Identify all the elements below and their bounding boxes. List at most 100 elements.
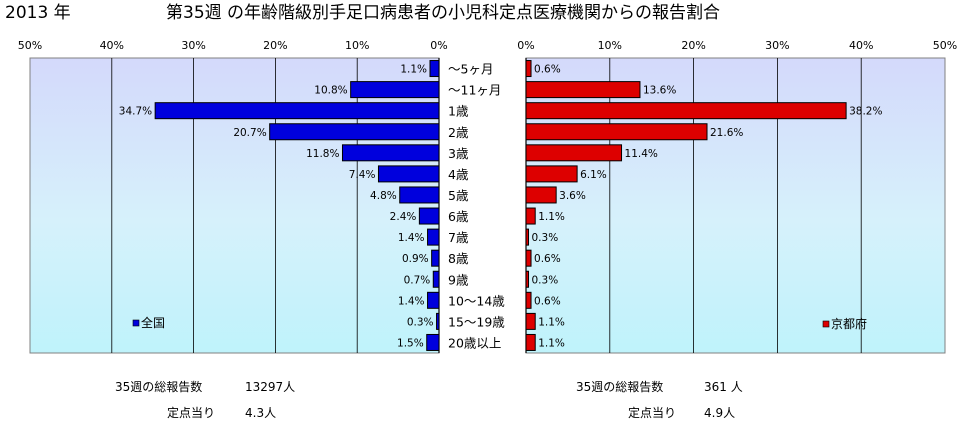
- data-label-zenkoku: 1.1%: [400, 64, 427, 76]
- data-label-kyoto: 1.1%: [538, 337, 565, 349]
- bar-layer: [154, 60, 847, 351]
- label-layer: 1.1% 10.8% 34.7% 20.7% 11.8% 7.4% 4.8% 2.4% 1.4%…: [119, 64, 883, 350]
- tick-label-left: 10%: [345, 39, 369, 52]
- bar-kyoto-5: [525, 165, 578, 183]
- bar-zenkoku-11: [427, 291, 440, 309]
- data-label-zenkoku: 4.8%: [370, 190, 397, 202]
- bar-zenkoku-6: [399, 186, 440, 204]
- bar-zenkoku-2: [154, 102, 440, 120]
- data-label-kyoto: 6.1%: [580, 169, 607, 181]
- data-label-kyoto: 21.6%: [710, 127, 743, 139]
- data-label-kyoto: 11.4%: [625, 148, 658, 160]
- tick-layer: 50% 0% 40% 10% 30% 20% 20% 30% 10% 40% 0% 50%: [18, 39, 957, 52]
- tick-label-right: 40%: [849, 39, 873, 52]
- tick-label-left: 50%: [18, 39, 42, 52]
- bar-zenkoku-3: [269, 123, 440, 141]
- data-label-kyoto: 3.6%: [559, 190, 586, 202]
- data-label-kyoto: 13.6%: [643, 85, 676, 97]
- category-label: ～11ヶ月: [448, 83, 501, 98]
- title-year: 2013 年: [5, 3, 71, 23]
- data-label-zenkoku: 1.5%: [397, 337, 424, 349]
- data-label-kyoto: 0.6%: [534, 253, 561, 265]
- data-label-kyoto: 1.1%: [538, 211, 565, 223]
- footer-left-per-label: 定点当り: [167, 406, 216, 420]
- category-label: 3歳: [448, 146, 469, 161]
- category-label: 20歳以上: [448, 335, 501, 350]
- bar-kyoto-2: [525, 102, 847, 120]
- footer-left-total-value: 13297人: [245, 380, 296, 394]
- category-label: 9歳: [448, 272, 469, 287]
- legend-layer: 全国 京都府: [132, 315, 867, 331]
- data-label-zenkoku: 0.9%: [402, 253, 429, 265]
- bar-zenkoku-12: [436, 312, 440, 330]
- legend-swatch-kyoto: [822, 320, 830, 328]
- data-label-zenkoku: 34.7%: [119, 106, 152, 118]
- tick-label-right: 10%: [598, 39, 622, 52]
- data-label-zenkoku: 11.8%: [306, 148, 339, 160]
- data-label-zenkoku: 2.4%: [390, 211, 417, 223]
- data-label-kyoto: 1.1%: [538, 316, 565, 328]
- bar-zenkoku-4: [341, 144, 440, 162]
- legend-label-kyoto: 京都府: [831, 316, 867, 331]
- data-label-kyoto: 0.3%: [532, 274, 559, 286]
- footer-right-per-label: 定点当り: [628, 406, 677, 420]
- category-label: 15～19歳: [448, 314, 505, 329]
- tick-label-right: 20%: [681, 39, 705, 52]
- bar-kyoto-3: [525, 123, 708, 141]
- footer-left-total-label: 35週の総報告数: [115, 380, 203, 394]
- bar-kyoto-12: [525, 312, 536, 330]
- bar-zenkoku-10: [432, 270, 440, 288]
- category-label: 1歳: [448, 104, 469, 119]
- footer-right-total-label: 35週の総報告数: [576, 380, 664, 394]
- bar-kyoto-7: [525, 207, 536, 225]
- legend-swatch-zenkoku: [132, 319, 140, 327]
- footer-left-per-value: 4.3人: [245, 406, 277, 420]
- bar-kyoto-0: [525, 60, 532, 78]
- bar-kyoto-9: [525, 249, 532, 267]
- bar-kyoto-11: [525, 291, 532, 309]
- category-label: 4歳: [448, 167, 469, 182]
- bar-zenkoku-7: [418, 207, 440, 225]
- category-label: 2歳: [448, 125, 469, 140]
- bar-kyoto-4: [525, 144, 623, 162]
- tick-label-left: 30%: [181, 39, 205, 52]
- category-label: ～5ヶ月: [448, 62, 493, 77]
- data-label-zenkoku: 0.3%: [407, 316, 434, 328]
- bar-kyoto-8: [525, 228, 530, 246]
- tick-label-left: 40%: [100, 39, 124, 52]
- tick-label-right: 30%: [765, 39, 789, 52]
- bar-kyoto-1: [525, 81, 641, 99]
- data-label-zenkoku: 1.4%: [398, 232, 425, 244]
- data-label-zenkoku: 20.7%: [233, 127, 266, 139]
- category-label: 6歳: [448, 209, 469, 224]
- category-label: 5歳: [448, 188, 469, 203]
- data-label-zenkoku: 1.4%: [398, 295, 425, 307]
- bar-kyoto-10: [525, 270, 530, 288]
- bar-kyoto-6: [525, 186, 557, 204]
- data-label-kyoto: 0.3%: [532, 232, 559, 244]
- data-label-kyoto: 0.6%: [534, 295, 561, 307]
- tick-label-left: 20%: [263, 39, 287, 52]
- category-label: 10～14歳: [448, 293, 505, 308]
- bar-zenkoku-8: [427, 228, 440, 246]
- data-label-zenkoku: 7.4%: [349, 169, 376, 181]
- legend-label-zenkoku: 全国: [141, 315, 165, 330]
- bar-zenkoku-1: [350, 81, 440, 99]
- category-layer: ～5ヶ月 ～11ヶ月 1歳 2歳 3歳 4歳 5歳 6歳 7歳 8歳 9歳 10～14歳 15～19歳 2…: [448, 62, 505, 351]
- footer-right-total-value: 361 人: [704, 380, 743, 394]
- title-main: 第35週 の年齢階級別手足口病患者の小児科定点医療機関からの報告割合: [166, 3, 721, 23]
- bar-kyoto-13: [525, 333, 536, 351]
- data-label-kyoto: 38.2%: [849, 106, 882, 118]
- tick-label-right: 0%: [517, 39, 534, 52]
- bar-zenkoku-13: [426, 333, 440, 351]
- bar-zenkoku-9: [431, 249, 440, 267]
- category-label: 7歳: [448, 230, 469, 245]
- footer-right-per-value: 4.9人: [704, 406, 736, 420]
- tick-label-left: 0%: [430, 39, 447, 52]
- category-label: 8歳: [448, 251, 469, 266]
- bar-zenkoku-5: [377, 165, 440, 183]
- tick-label-right: 50%: [933, 39, 957, 52]
- bar-zenkoku-0: [429, 60, 440, 78]
- data-label-zenkoku: 0.7%: [404, 274, 431, 286]
